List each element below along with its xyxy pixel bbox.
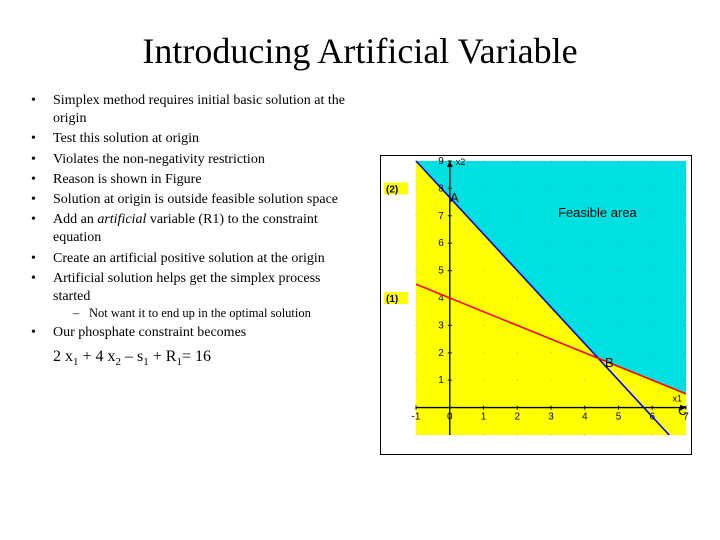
sub-bullet-list: Not want it to end up in the optimal sol… (53, 306, 360, 322)
svg-text:5: 5 (438, 266, 444, 277)
slide-title: Introducing Artificial Variable (0, 0, 720, 92)
svg-text:4: 4 (582, 412, 588, 423)
svg-text:x2: x2 (456, 157, 466, 167)
svg-text:2: 2 (438, 348, 444, 359)
sub-bullet-item: Not want it to end up in the optimal sol… (71, 306, 360, 322)
bullet-item: Our phosphate constraint becomes (25, 324, 360, 342)
bullet-item: Artificial solution helps get the simple… (25, 270, 360, 322)
bullet-item: Solution at origin is outside feasible s… (25, 191, 360, 209)
text-column: Simplex method requires initial basic so… (25, 92, 370, 368)
svg-text:1: 1 (481, 412, 487, 423)
bullet-item: Reason is shown in Figure (25, 171, 360, 189)
svg-text:3: 3 (438, 320, 444, 331)
svg-text:5: 5 (616, 412, 622, 423)
svg-text:6: 6 (438, 238, 444, 249)
bullet-item: Simplex method requires initial basic so… (25, 92, 360, 128)
label-feasible: Feasible area (558, 205, 637, 220)
svg-text:-1: -1 (412, 412, 421, 423)
svg-text:(1): (1) (386, 294, 398, 305)
svg-text:0: 0 (447, 412, 453, 423)
svg-text:2: 2 (514, 412, 520, 423)
svg-text:(2): (2) (386, 184, 398, 195)
label-c: C (678, 403, 687, 418)
bullet-list: Simplex method requires initial basic so… (25, 92, 360, 342)
equation: 2 x1 + 4 x2 – s1 + R1= 16 (25, 348, 360, 368)
bullet-item: Add an artificial variable (R1) to the c… (25, 211, 360, 247)
label-a: A (450, 190, 459, 205)
svg-text:9: 9 (438, 156, 444, 167)
label-b: B (605, 355, 614, 370)
svg-text:7: 7 (438, 211, 444, 222)
svg-text:3: 3 (548, 412, 554, 423)
bullet-item: Violates the non-negativity restriction (25, 151, 360, 169)
bullet-item: Test this solution at origin (25, 130, 360, 148)
bullet-item: Create an artificial positive solution a… (25, 250, 360, 268)
svg-text:1: 1 (438, 375, 444, 386)
feasibility-chart: -101234567123456789x1x2(2)(1) A B C Feas… (380, 155, 692, 455)
